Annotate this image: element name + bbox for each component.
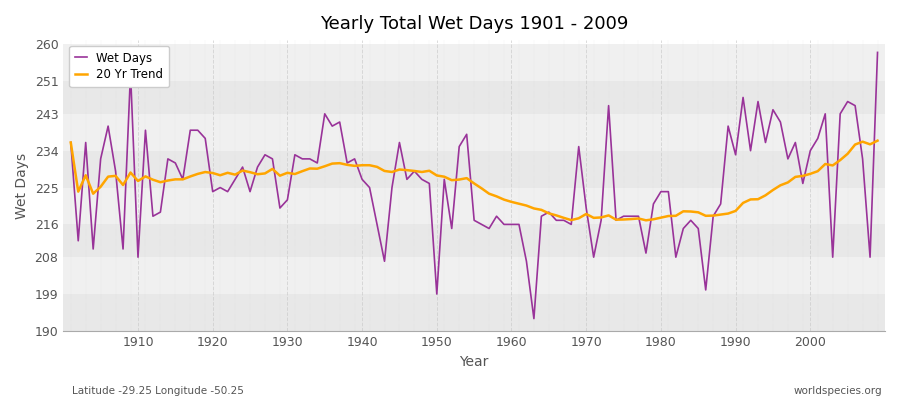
Wet Days bbox=[334, 120, 345, 124]
Bar bbox=[63, 224, 885, 257]
20 Yr Trend bbox=[872, 138, 883, 143]
Wet Days bbox=[528, 316, 539, 321]
20 Yr Trend bbox=[66, 140, 77, 145]
Text: worldspecies.org: worldspecies.org bbox=[794, 386, 882, 396]
Title: Yearly Total Wet Days 1901 - 2009: Yearly Total Wet Days 1901 - 2009 bbox=[320, 15, 628, 33]
Bar bbox=[63, 294, 885, 331]
Line: 20 Yr Trend: 20 Yr Trend bbox=[71, 141, 878, 220]
Wet Days bbox=[499, 222, 509, 227]
X-axis label: Year: Year bbox=[460, 355, 489, 369]
Bar bbox=[63, 44, 885, 81]
Wet Days bbox=[603, 103, 614, 108]
Line: Wet Days: Wet Days bbox=[71, 52, 878, 319]
Wet Days bbox=[66, 140, 77, 145]
Bar bbox=[63, 151, 885, 188]
Bar bbox=[63, 81, 885, 114]
20 Yr Trend bbox=[125, 170, 136, 175]
Wet Days bbox=[506, 222, 517, 227]
Text: Latitude -29.25 Longitude -50.25: Latitude -29.25 Longitude -50.25 bbox=[72, 386, 244, 396]
Bar bbox=[63, 188, 885, 224]
Wet Days bbox=[290, 152, 301, 157]
Legend: Wet Days, 20 Yr Trend: Wet Days, 20 Yr Trend bbox=[69, 46, 169, 87]
Bar bbox=[63, 257, 885, 294]
20 Yr Trend bbox=[290, 172, 301, 176]
Wet Days bbox=[125, 70, 136, 75]
Wet Days bbox=[872, 50, 883, 55]
20 Yr Trend bbox=[641, 218, 652, 223]
20 Yr Trend bbox=[506, 200, 517, 204]
Y-axis label: Wet Days: Wet Days bbox=[15, 152, 29, 218]
20 Yr Trend bbox=[499, 197, 509, 202]
20 Yr Trend bbox=[596, 215, 607, 220]
20 Yr Trend bbox=[334, 161, 345, 166]
Bar bbox=[63, 114, 885, 151]
